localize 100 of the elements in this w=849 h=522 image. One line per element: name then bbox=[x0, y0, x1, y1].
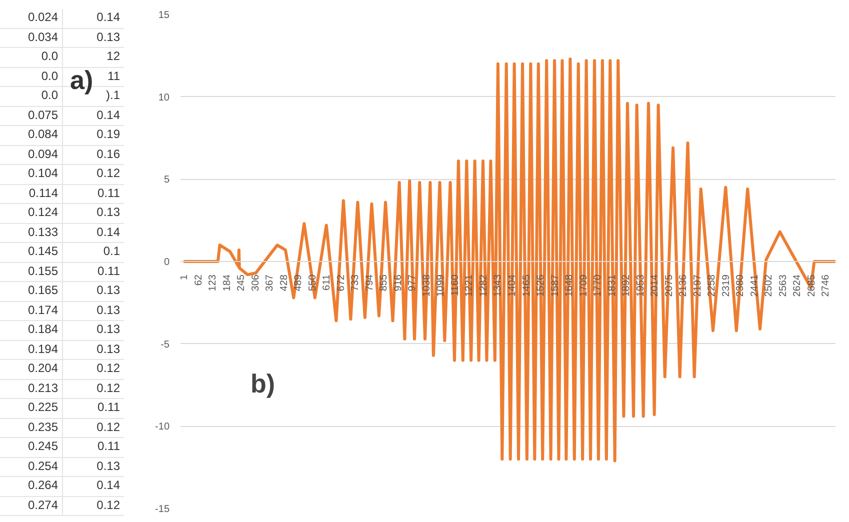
text: 0.084 bbox=[26, 126, 59, 143]
x-tick-label: 2136 bbox=[678, 274, 690, 297]
x-tick-label: 916 bbox=[392, 274, 404, 292]
y-tick-label: 15 bbox=[158, 10, 170, 21]
x-tick-label: 1831 bbox=[606, 274, 618, 297]
text: a) bbox=[70, 64, 94, 97]
text: 0.274 bbox=[26, 496, 59, 514]
text: 0.124 bbox=[26, 204, 59, 221]
x-tick-label: 2746 bbox=[820, 274, 832, 297]
text: 0.13 bbox=[62, 458, 124, 476]
x-tick-label: 245 bbox=[236, 274, 248, 292]
y-tick-label: 0 bbox=[164, 257, 170, 268]
text: 0.12 bbox=[62, 360, 124, 378]
x-tick-label: 1160 bbox=[450, 274, 461, 296]
text: 0.11 bbox=[62, 184, 124, 203]
y-tick-label: 5 bbox=[164, 174, 170, 186]
text: 0.213 bbox=[26, 380, 59, 396]
text: 0.13 bbox=[62, 204, 124, 222]
x-tick-label: 2380 bbox=[735, 274, 746, 297]
text: 0.264 bbox=[26, 477, 59, 494]
x-tick-label: 1343 bbox=[492, 274, 504, 297]
x-tick-label: 733 bbox=[350, 274, 362, 292]
text: 0.14 bbox=[62, 106, 124, 125]
y-tick-label: -15 bbox=[155, 504, 170, 515]
x-tick-label: 2563 bbox=[778, 274, 789, 297]
x-tick-label: 2685 bbox=[806, 274, 818, 297]
text: 0.184 bbox=[26, 321, 59, 338]
text: 0.0 bbox=[40, 87, 59, 104]
x-tick-label: 1648 bbox=[564, 274, 576, 297]
x-tick-label: 184 bbox=[222, 274, 233, 292]
x-tick-label: 1526 bbox=[536, 274, 547, 297]
x-tick-label: 2197 bbox=[692, 274, 704, 297]
text: 0.11 bbox=[62, 262, 124, 281]
text: 0.145 bbox=[26, 243, 59, 260]
text: 0.12 bbox=[62, 418, 124, 437]
x-tick-label: 1 bbox=[179, 274, 190, 280]
text: 0.0 bbox=[40, 48, 59, 65]
annotation: b) bbox=[250, 368, 276, 398]
x-tick-label: 489 bbox=[293, 274, 304, 292]
y-tick-label: 10 bbox=[158, 92, 170, 104]
x-tick-label: 550 bbox=[307, 274, 318, 292]
text: 0.19 bbox=[62, 126, 124, 144]
text: 0.165 bbox=[26, 282, 59, 299]
text: 0.11 bbox=[62, 438, 124, 456]
text: 0.114 bbox=[28, 184, 59, 202]
x-tick-label: 1038 bbox=[421, 274, 432, 297]
text: 0.024 bbox=[26, 9, 59, 26]
text: 0.12 bbox=[62, 380, 124, 398]
text: 0.235 bbox=[26, 418, 59, 436]
x-tick-label: 1709 bbox=[578, 274, 590, 297]
x-tick-label: 123 bbox=[208, 274, 219, 292]
x-tick-label: 2441 bbox=[749, 274, 760, 297]
text: 0.16 bbox=[62, 146, 124, 164]
text: 0.104 bbox=[26, 165, 59, 182]
x-tick-label: 2014 bbox=[650, 274, 661, 297]
x-tick-label: 2319 bbox=[720, 274, 732, 297]
x-tick-label: 1099 bbox=[436, 274, 447, 297]
text: 0.13 bbox=[62, 28, 124, 47]
text: 0.075 bbox=[26, 106, 59, 124]
x-tick-label: 1587 bbox=[550, 274, 561, 297]
x-tick-label: 1892 bbox=[621, 274, 632, 297]
x-tick-label: 1221 bbox=[464, 274, 476, 297]
text: 0.204 bbox=[26, 360, 59, 377]
text: 0.13 bbox=[62, 282, 124, 300]
x-tick-label: 2502 bbox=[764, 274, 775, 297]
x-tick-label: 2075 bbox=[664, 274, 675, 297]
text: 11 bbox=[108, 68, 120, 82]
x-tick-label: 1953 bbox=[635, 274, 646, 297]
x-tick-label: 62 bbox=[193, 274, 204, 286]
text: ).1 bbox=[106, 88, 120, 102]
x-tick-label: 1465 bbox=[521, 274, 532, 297]
text: 0.094 bbox=[26, 146, 59, 162]
x-tick-label: 1282 bbox=[478, 274, 490, 297]
x-tick-label: 794 bbox=[364, 274, 376, 292]
text: 0.155 bbox=[26, 262, 59, 280]
x-tick-label: 977 bbox=[407, 274, 418, 292]
y-tick-label: -10 bbox=[155, 422, 170, 433]
text: 0.14 bbox=[62, 477, 124, 496]
x-tick-label: 306 bbox=[250, 274, 262, 292]
x-tick-label: 855 bbox=[378, 274, 390, 292]
x-tick-label: 1404 bbox=[507, 274, 518, 297]
line-series bbox=[182, 57, 836, 462]
text: 0.13 bbox=[62, 340, 124, 359]
text: 0.13 bbox=[62, 302, 124, 320]
text: 0.254 bbox=[26, 458, 59, 474]
text: 0.14 bbox=[62, 224, 124, 242]
x-tick-label: 1770 bbox=[592, 274, 604, 297]
text: 0.174 bbox=[26, 302, 59, 318]
text: 12 bbox=[62, 48, 124, 66]
text: 0.12 bbox=[62, 496, 124, 515]
text: 0.14 bbox=[62, 9, 124, 28]
x-tick-label: 611 bbox=[322, 274, 333, 290]
text: 0.13 bbox=[62, 321, 124, 340]
x-tick-label: 2624 bbox=[792, 274, 804, 297]
x-tick-label: 2258 bbox=[706, 274, 718, 297]
text: 0.245 bbox=[26, 438, 59, 455]
x-tick-label: 672 bbox=[336, 274, 347, 292]
x-tick-label: 367 bbox=[264, 274, 276, 292]
text: 0.225 bbox=[26, 399, 59, 416]
text: 0.11 bbox=[62, 399, 124, 418]
